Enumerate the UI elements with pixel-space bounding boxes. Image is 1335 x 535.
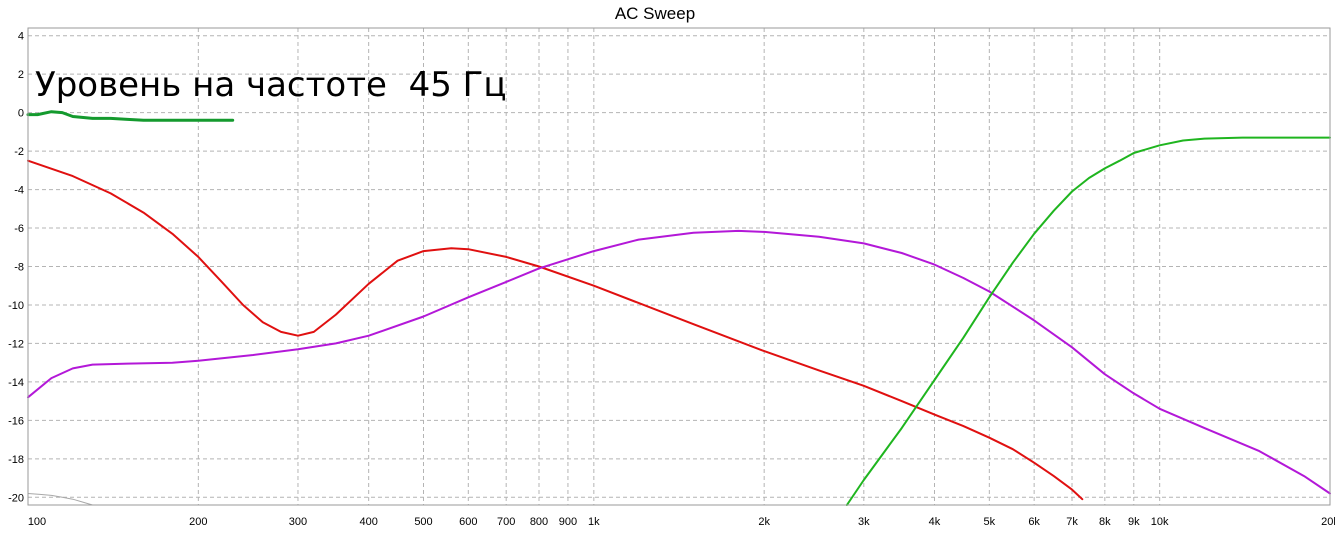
x-tick-label: 800 — [530, 516, 548, 528]
grid — [28, 28, 1331, 505]
y-tick-label: 4 — [18, 31, 24, 43]
x-tick-label: 20k — [1321, 516, 1335, 528]
x-tick-label: 300 — [289, 516, 307, 528]
series-line-1 — [27, 159, 1084, 501]
x-tick-label: 7k — [1066, 516, 1078, 528]
series-line-3 — [845, 136, 1331, 506]
y-tick-label: -6 — [14, 223, 24, 235]
y-tick-label: -12 — [8, 338, 24, 350]
y-tick-label: -8 — [14, 262, 24, 274]
series-lines — [26, 110, 1331, 506]
x-tick-label: 5k — [984, 516, 996, 528]
x-tick-label: 8k — [1099, 516, 1111, 528]
x-tick-label: 200 — [189, 516, 207, 528]
x-tick-label: 400 — [359, 516, 377, 528]
x-tick-label: 4k — [929, 516, 941, 528]
y-tick-label: -2 — [14, 146, 24, 158]
x-tick-label: 700 — [497, 516, 515, 528]
x-tick-label: 6k — [1028, 516, 1040, 528]
x-tick-label: 3k — [858, 516, 870, 528]
y-tick-label: -20 — [8, 492, 24, 504]
x-tick-label: 9k — [1128, 516, 1140, 528]
chart-title: AC Sweep — [615, 4, 695, 23]
x-tick-label: 500 — [414, 516, 432, 528]
series-line-5 — [27, 493, 93, 506]
y-tick-label: -16 — [8, 415, 24, 427]
series-line-2 — [27, 229, 1331, 495]
x-tick-label: 100 — [28, 516, 46, 528]
y-tick-label: 0 — [18, 108, 24, 120]
x-tick-label: 2k — [758, 516, 770, 528]
plot-border — [27, 27, 1331, 506]
y-tick-label: -14 — [8, 377, 24, 389]
x-axis-tick-labels: 100 200 300 400 500 600 700 800 900 1k 2k 3k 4k 5k 6k 7… — [28, 516, 1335, 528]
x-tick-label: 900 — [559, 516, 577, 528]
y-tick-label: 2 — [18, 69, 24, 81]
y-tick-label: -10 — [8, 300, 24, 312]
y-tick-label: -4 — [14, 185, 24, 197]
x-tick-label: 600 — [459, 516, 477, 528]
annotation-text: Уровень на частоте 45 Гц — [35, 65, 507, 105]
x-tick-label: 1k — [588, 516, 600, 528]
y-tick-label: -18 — [8, 454, 24, 466]
x-tick-label: 10k — [1151, 516, 1169, 528]
y-axis-tick-labels: 4 2 0 -2 -4 -6 -8 -10 -12 -14 -16 -18 -20 — [8, 31, 24, 505]
series-line-4 — [26, 110, 235, 122]
